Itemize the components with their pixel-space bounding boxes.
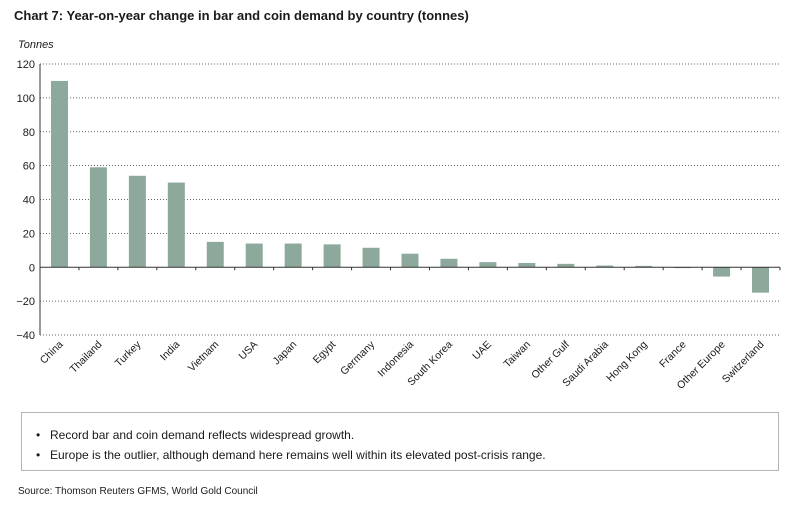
y-tick-label: 60 [23, 161, 35, 173]
x-tick-label: India [158, 339, 183, 364]
y-tick-label: −40 [16, 330, 35, 342]
key-points-box: • Record bar and coin demand reflects wi… [21, 412, 779, 471]
y-tick-label: 40 [23, 195, 35, 207]
bar [479, 262, 497, 268]
x-tick-label: Indonesia [375, 339, 416, 380]
bullet-icon: • [36, 428, 41, 442]
x-tick-label: Taiwan [501, 339, 533, 371]
source-note: Source: Thomson Reuters GFMS, World Gold… [18, 486, 258, 497]
bar [518, 263, 536, 268]
bar [284, 243, 302, 268]
x-tick-label: Vietnam [186, 338, 222, 374]
x-tick-label: France [657, 339, 689, 371]
bullet-icon: • [36, 448, 41, 462]
x-tick-label: Germany [338, 338, 378, 378]
x-tick-label: Japan [271, 339, 300, 368]
x-tick-label: Egypt [311, 339, 339, 367]
bar [401, 253, 419, 268]
key-point-text: Europe is the outlier, although demand h… [50, 448, 546, 462]
x-tick-label: Thailand [68, 339, 105, 376]
y-tick-label: 80 [23, 127, 35, 139]
x-tick-label: UAE [470, 339, 494, 363]
bar [557, 263, 575, 268]
bar [596, 265, 614, 268]
y-axis-unit-label: Tonnes [18, 39, 54, 51]
key-point: • Record bar and coin demand reflects wi… [36, 425, 768, 445]
bar [323, 244, 341, 268]
x-tick-label: Turkey [113, 338, 144, 369]
bar [89, 167, 107, 268]
x-tick-label: Switzerland [720, 339, 767, 386]
bar [440, 258, 458, 268]
y-tick-label: 0 [29, 262, 35, 274]
chart-title: Chart 7: Year-on-year change in bar and … [14, 8, 469, 23]
y-tick-label: 100 [17, 93, 35, 105]
key-point: • Europe is the outlier, although demand… [36, 445, 768, 465]
key-point-text: Record bar and coin demand reflects wide… [50, 428, 355, 442]
y-tick-label: 120 [17, 59, 35, 71]
bar [50, 80, 68, 268]
bar [167, 182, 185, 268]
bar [362, 247, 380, 268]
y-tick-label: 20 [23, 228, 35, 240]
bar [752, 267, 770, 293]
bar [245, 243, 263, 268]
bar [713, 267, 731, 277]
x-tick-label: USA [237, 339, 261, 363]
x-tick-label: Hong Kong [604, 339, 650, 385]
bar [128, 175, 146, 268]
x-tick-label: China [38, 339, 66, 367]
bar [206, 241, 224, 268]
y-tick-label: −20 [16, 296, 35, 308]
bar [635, 265, 653, 268]
